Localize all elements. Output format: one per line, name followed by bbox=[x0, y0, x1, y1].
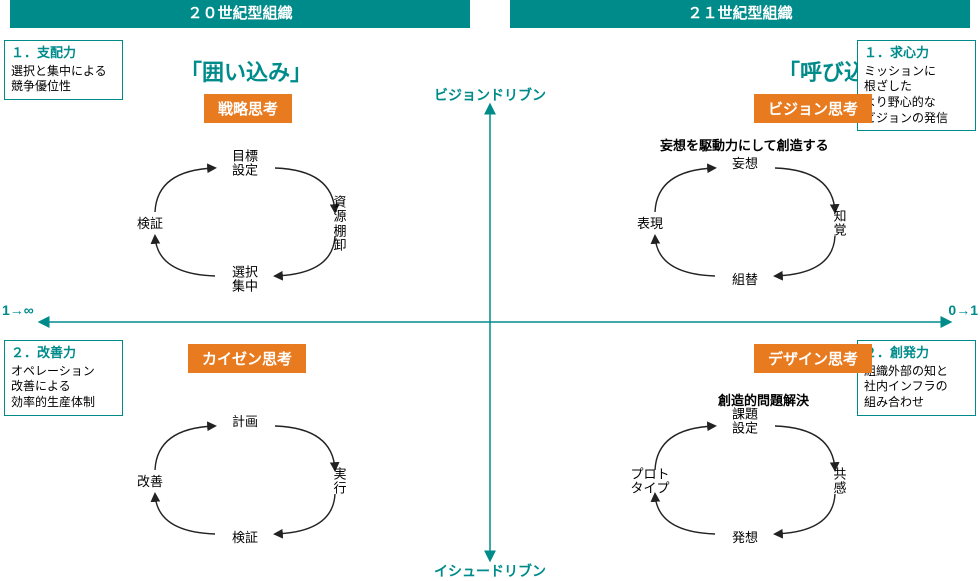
corner-box-tr: １．求心力 ミッションに根ざしたより野心的なビジョンの発信 bbox=[857, 40, 976, 131]
axis-label-top: ビジョンドリブン bbox=[434, 85, 546, 105]
corner-title: ２．改善力 bbox=[11, 345, 116, 362]
cycle-q1: 目標設定資源棚卸選択集中検証 bbox=[135, 150, 355, 290]
cycle-q3: 妄想知覚組替 表現 bbox=[635, 150, 855, 290]
corner-body: ミッションに根ざしたより野心的なビジョンの発信 bbox=[864, 64, 969, 126]
corner-body: オペレーション改善による効率的生産体制 bbox=[11, 364, 116, 411]
corner-body: 選択と集中による競争優位性 bbox=[11, 64, 116, 95]
cycle-node: プロトタイプ bbox=[630, 468, 669, 497]
axis-label-bottom: イシュードリブン bbox=[434, 561, 546, 581]
pill-strategy: 戦略思考 bbox=[204, 94, 292, 123]
cycle-node: 検証 bbox=[137, 217, 163, 231]
cycle-node: 課題設定 bbox=[732, 408, 758, 437]
big-title-left: 「囲い込み」 bbox=[180, 55, 312, 87]
corner-box-br: ２．創発力 組織外部の知と社内インフラの組み合わせ bbox=[857, 340, 976, 416]
cycle-node: 表現 bbox=[637, 217, 663, 231]
axis-label-right: 0→1 bbox=[948, 302, 978, 318]
cycle-node: 検証 bbox=[232, 531, 258, 545]
cycle-node: 実行 bbox=[333, 468, 348, 497]
corner-title: １．支配力 bbox=[11, 45, 116, 62]
pill-design: デザイン思考 bbox=[754, 344, 872, 373]
header-left: ２０世紀型組織 bbox=[10, 0, 470, 28]
cycle-node: 資源棚卸 bbox=[333, 195, 348, 252]
cycle-node: 計画 bbox=[232, 415, 258, 429]
cycle-node: 発想 bbox=[732, 531, 758, 545]
corner-body: 組織外部の知と社内インフラの組み合わせ bbox=[864, 364, 969, 411]
cycle-node: 組替 bbox=[732, 273, 758, 287]
cycle-node: 選択集中 bbox=[232, 266, 258, 295]
header-right: ２１世紀型組織 bbox=[510, 0, 970, 28]
pill-vision: ビジョン思考 bbox=[754, 94, 872, 123]
cycle-q2: 計画実行検証 改善 bbox=[135, 408, 355, 548]
corner-title: ２．創発力 bbox=[864, 345, 969, 362]
pill-kaizen: カイゼン思考 bbox=[188, 344, 306, 373]
cycle-node: 目標設定 bbox=[232, 150, 258, 179]
corner-title: １．求心力 bbox=[864, 45, 969, 62]
corner-box-tl: １．支配力 選択と集中による競争優位性 bbox=[4, 40, 123, 100]
corner-box-bl: ２．改善力 オペレーション改善による効率的生産体制 bbox=[4, 340, 123, 416]
cycle-node: 知覚 bbox=[833, 210, 848, 239]
cycle-node: 共感 bbox=[833, 468, 848, 497]
axis-label-left: 1→∞ bbox=[2, 302, 34, 318]
cycle-node: 改善 bbox=[137, 475, 163, 489]
cycle-q4: 課題設定共感発想プロトタイプ bbox=[635, 408, 855, 548]
cycle-node: 妄想 bbox=[732, 157, 758, 171]
